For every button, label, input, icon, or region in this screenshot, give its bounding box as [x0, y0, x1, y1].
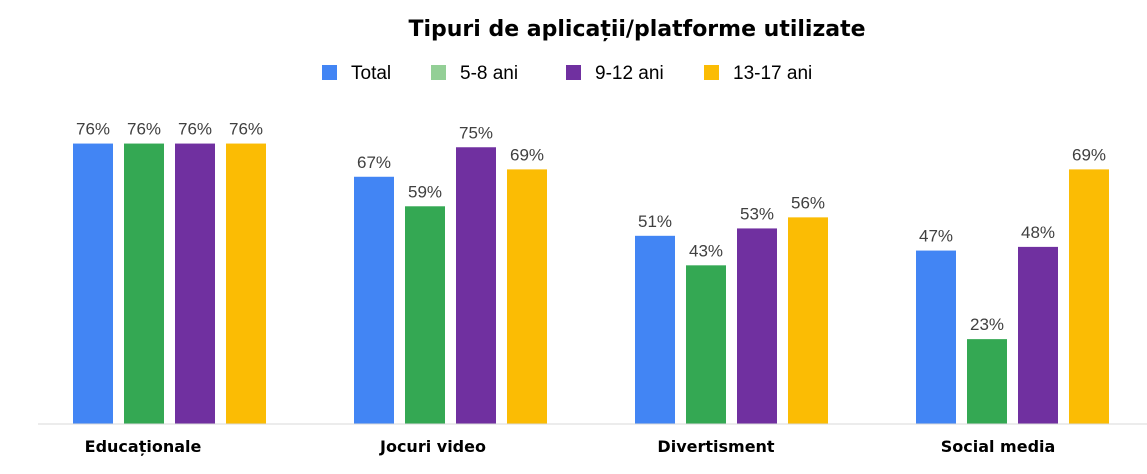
bar	[916, 250, 956, 424]
category-label: Educaționale	[85, 437, 202, 456]
bar	[967, 339, 1007, 424]
bar	[354, 176, 394, 424]
data-label: 53%	[740, 204, 774, 223]
data-label: 67%	[357, 153, 391, 172]
bar	[737, 228, 777, 424]
data-label: 48%	[1021, 223, 1055, 242]
data-label: 43%	[689, 241, 723, 260]
data-label: 23%	[970, 315, 1004, 334]
legend: Total 5-8 ani 9-12 ani 13-17 ani	[322, 63, 812, 84]
bars	[73, 143, 1109, 424]
data-label: 47%	[919, 227, 953, 246]
legend-label: 9-12 ani	[595, 63, 664, 84]
legend-swatch	[322, 65, 337, 80]
bar	[635, 235, 675, 424]
legend-label: 5-8 ani	[460, 63, 518, 84]
data-label: 75%	[459, 123, 493, 142]
bar	[405, 206, 445, 424]
value-labels: 76% 76% 76% 76% 67% 59% 75% 69% 51% 43% 53% 56% 47% 2…	[76, 120, 1106, 335]
bar	[1069, 169, 1109, 424]
data-label: 69%	[510, 145, 544, 164]
chart-title: Tipuri de aplicații/platforme utilizate	[408, 17, 865, 42]
bar	[73, 143, 113, 424]
bar	[686, 265, 726, 424]
data-label: 51%	[638, 212, 672, 231]
bar	[226, 143, 266, 424]
category-label: Divertisment	[657, 437, 775, 456]
data-label: 76%	[127, 120, 161, 139]
bar	[507, 169, 547, 424]
legend-swatch	[566, 65, 581, 80]
data-label: 76%	[178, 120, 212, 139]
legend-label: Total	[351, 63, 391, 84]
bar	[175, 143, 215, 424]
category-label: Jocuri video	[379, 437, 486, 456]
bar	[788, 217, 828, 424]
legend-swatch	[704, 65, 719, 80]
data-label: 76%	[76, 120, 110, 139]
data-label: 69%	[1072, 145, 1106, 164]
data-label: 56%	[791, 193, 825, 212]
bar	[124, 143, 164, 424]
legend-label: 13-17 ani	[733, 63, 812, 84]
legend-swatch	[431, 65, 446, 80]
category-labels: Educaționale Jocuri video Divertisment Soci…	[85, 437, 1056, 456]
category-label: Social media	[941, 437, 1056, 456]
bar	[1018, 246, 1058, 424]
data-label: 59%	[408, 182, 442, 201]
bar	[456, 147, 496, 424]
data-label: 76%	[229, 120, 263, 139]
